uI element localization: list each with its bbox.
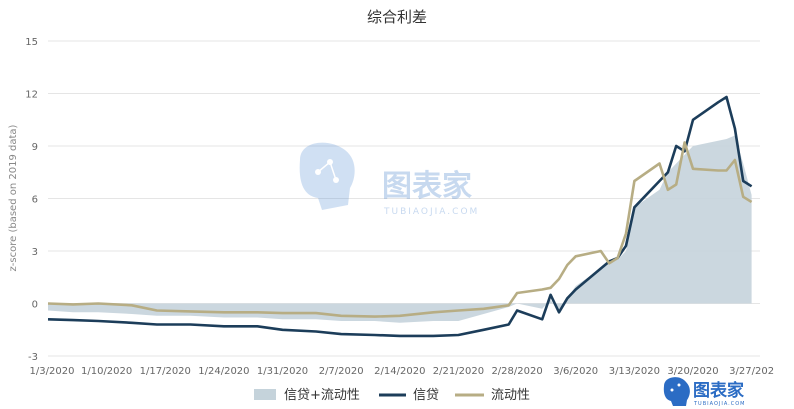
logo-subtext: TUBIAOJIA.COM [693,401,746,407]
watermark-subtext: TUBIAOJIA.COM [383,207,479,217]
legend-label-area: 信贷+流动性 [284,388,360,403]
x-tick-label: 1/31/2020 [257,366,308,377]
watermark: 图表家 TUBIAOJIA.COM [299,142,479,217]
y-tick-label: 12 [25,90,38,101]
x-tick-labels: 1/3/2020 1/10/2020 1/17/2020 1/24/2020 1/31/… [30,366,775,377]
logo-text: 图表家 [693,380,744,401]
x-tick-label: 2/21/2020 [433,366,484,377]
brand-logo: 图表家 TUBIAOJIA.COM [663,377,746,407]
legend-swatch-area [254,389,276,400]
series-layer [47,95,753,338]
x-tick-label: 1/17/2020 [140,366,191,377]
y-tick-label: 9 [32,142,38,153]
x-tick-label: 3/27/202 [729,366,774,377]
legend: 信贷+流动性 信贷 流动性 [254,388,530,403]
x-tick-label: 2/28/2020 [491,366,542,377]
y-tick-labels: -3 0 3 6 9 12 15 [25,37,38,363]
x-tick-label: 1/10/2020 [81,366,132,377]
legend-label-credit: 信贷 [413,388,439,403]
chart-title: 综合利差 [367,8,427,26]
x-tick-label: 3/13/2020 [609,366,660,377]
legend-label-liquidity: 流动性 [491,388,530,403]
logo-head-icon [663,377,690,406]
y-tick-label: 3 [32,247,38,258]
x-tick-label: 1/24/2020 [198,366,249,377]
watermark-head-icon [299,142,355,210]
y-axis-label: z-score (based on 2019 data) [8,124,19,271]
y-tick-label: 0 [32,300,38,311]
x-tick-label: 2/7/2020 [319,366,364,377]
x-tick-label: 1/3/2020 [30,366,75,377]
y-tick-label: 15 [25,37,38,48]
y-tick-label: 6 [32,195,38,206]
watermark-text: 图表家 [382,169,472,204]
x-tick-label: 3/20/2020 [667,366,718,377]
y-tick-label: -3 [28,352,38,363]
series-area-credit-liquidity [48,135,752,323]
x-tick-label: 3/6/2020 [553,366,598,377]
x-tick-label: 2/14/2020 [374,366,425,377]
series-line-liquidity [47,141,753,318]
